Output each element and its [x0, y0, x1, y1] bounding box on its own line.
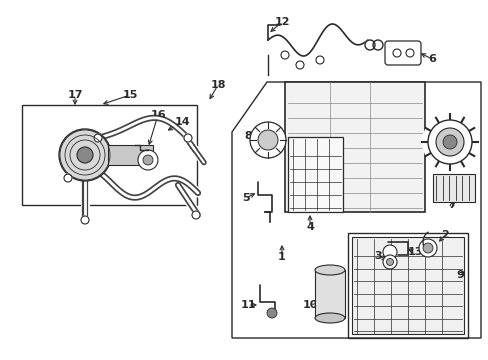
Circle shape	[81, 216, 89, 224]
Text: 13: 13	[407, 247, 422, 257]
Circle shape	[386, 258, 393, 265]
Ellipse shape	[314, 265, 345, 275]
Text: 16: 16	[150, 110, 165, 120]
Circle shape	[77, 147, 93, 163]
FancyBboxPatch shape	[384, 41, 420, 65]
Circle shape	[249, 122, 285, 158]
Text: 14: 14	[174, 117, 189, 127]
Circle shape	[364, 40, 374, 50]
FancyBboxPatch shape	[108, 145, 153, 165]
Circle shape	[372, 40, 382, 50]
Text: 5: 5	[242, 193, 249, 203]
Circle shape	[405, 49, 413, 57]
Circle shape	[427, 120, 471, 164]
Circle shape	[142, 155, 153, 165]
Circle shape	[192, 211, 200, 219]
Bar	[22, 105, 197, 205]
Text: 7: 7	[447, 200, 455, 210]
Circle shape	[422, 243, 432, 253]
Circle shape	[421, 114, 477, 170]
Text: 1: 1	[278, 252, 285, 262]
FancyBboxPatch shape	[287, 137, 342, 212]
Circle shape	[315, 56, 324, 64]
Ellipse shape	[59, 129, 111, 181]
Text: 12: 12	[274, 17, 289, 27]
FancyBboxPatch shape	[432, 174, 474, 202]
Text: 3: 3	[373, 251, 381, 261]
Circle shape	[281, 51, 288, 59]
Text: 6: 6	[427, 54, 435, 64]
Circle shape	[258, 130, 278, 150]
Text: 11: 11	[240, 300, 255, 310]
Text: 2: 2	[440, 230, 448, 240]
Ellipse shape	[314, 313, 345, 323]
FancyBboxPatch shape	[314, 270, 345, 318]
Text: 9: 9	[455, 270, 463, 280]
Text: 8: 8	[244, 131, 251, 141]
Circle shape	[418, 239, 436, 257]
Circle shape	[442, 135, 456, 149]
Circle shape	[295, 61, 304, 69]
Circle shape	[266, 308, 276, 318]
Bar	[347, 233, 467, 338]
Text: 4: 4	[305, 222, 313, 232]
Text: 15: 15	[122, 90, 138, 100]
Circle shape	[183, 134, 192, 142]
FancyBboxPatch shape	[351, 237, 463, 334]
Circle shape	[392, 49, 400, 57]
Text: 17: 17	[67, 90, 82, 100]
Circle shape	[382, 245, 396, 259]
Circle shape	[435, 128, 463, 156]
Circle shape	[382, 255, 396, 269]
Circle shape	[64, 174, 72, 182]
FancyBboxPatch shape	[285, 82, 424, 212]
Circle shape	[94, 134, 102, 142]
Text: 18: 18	[210, 80, 225, 90]
Text: 10: 10	[302, 300, 317, 310]
Circle shape	[138, 150, 158, 170]
